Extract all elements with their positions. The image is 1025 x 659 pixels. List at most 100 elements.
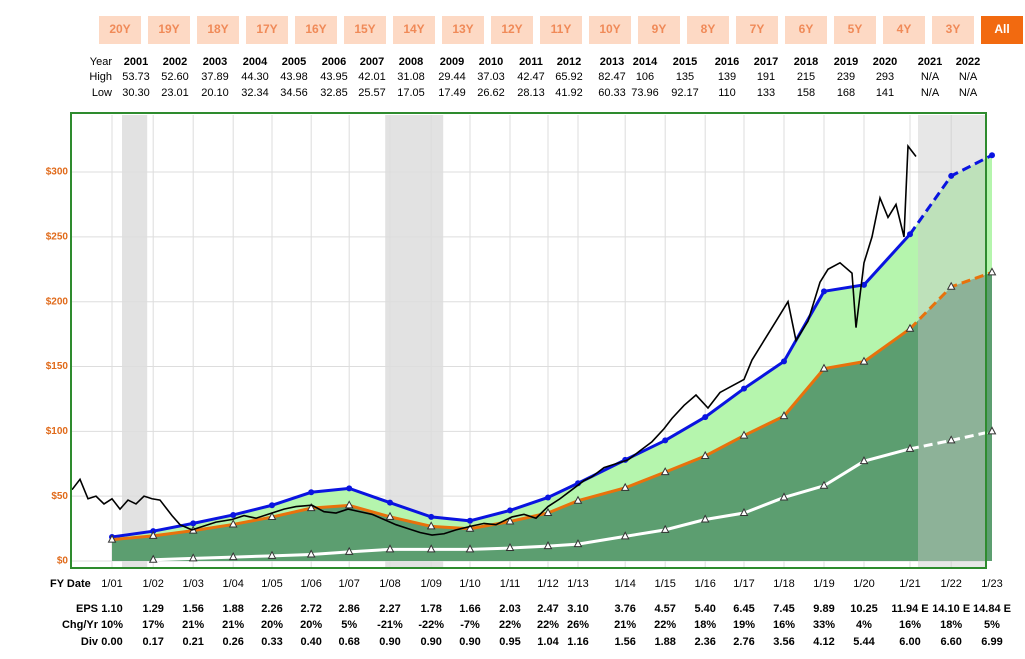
- table-cell: 3.56: [773, 636, 794, 648]
- table-cell: 1.78: [420, 603, 441, 615]
- point: [346, 485, 353, 492]
- point: [739, 430, 749, 439]
- table-cell: 133: [757, 87, 775, 99]
- point: [385, 544, 395, 553]
- table-cell: N/A: [921, 71, 940, 83]
- table-cell: 215: [797, 71, 815, 83]
- table-cell: N/A: [921, 87, 940, 99]
- y-tick-label: $0: [57, 556, 69, 567]
- range-button[interactable]: 9Y: [638, 16, 680, 44]
- table-cell: 0.90: [459, 636, 480, 648]
- x-tick-label: 1/05: [261, 578, 282, 590]
- table-cell: 26.62: [477, 87, 505, 99]
- point: [344, 546, 354, 555]
- table-cell: 2008: [399, 56, 423, 68]
- point: [859, 356, 869, 365]
- button-bg: [442, 16, 484, 44]
- x-tick-label: 1/02: [142, 578, 163, 590]
- table-cell: 17%: [142, 619, 164, 631]
- table-cell: 5.40: [694, 603, 715, 615]
- range-button[interactable]: 13Y: [442, 16, 484, 44]
- table-cell: 4.12: [813, 636, 834, 648]
- table-cell: 2.76: [733, 636, 754, 648]
- point: [702, 414, 709, 421]
- table-cell: 2.86: [338, 603, 359, 615]
- table-cell: 5%: [984, 619, 1000, 631]
- range-button[interactable]: 19Y: [148, 16, 190, 44]
- button-label: 5Y: [848, 22, 863, 36]
- table-cell: 2.47: [537, 603, 558, 615]
- table-cell: 19%: [733, 619, 755, 631]
- table-cell: 73.96: [631, 87, 659, 99]
- table-cell: 2013: [600, 56, 624, 68]
- table-cell: 60.33: [598, 87, 626, 99]
- y-tick-label: $50: [51, 491, 68, 502]
- button-bg: [99, 16, 141, 44]
- range-button[interactable]: 16Y: [295, 16, 337, 44]
- table-cell: 30.30: [122, 87, 150, 99]
- range-button[interactable]: 3Y: [932, 16, 974, 44]
- point: [267, 511, 277, 521]
- x-tick-label: 1/01: [101, 578, 122, 590]
- button-bg: [344, 16, 386, 44]
- table-cell: 82.47: [598, 71, 626, 83]
- x-tick-label: 1/12: [537, 578, 558, 590]
- table-cell: 22%: [537, 619, 559, 631]
- point: [781, 358, 787, 365]
- range-button[interactable]: 14Y: [393, 16, 435, 44]
- range-button[interactable]: 7Y: [736, 16, 778, 44]
- x-tick-label: 1/10: [459, 578, 480, 590]
- series-line: [153, 447, 911, 562]
- x-tick-label: 1/14: [614, 578, 635, 590]
- button-label: 4Y: [897, 22, 912, 36]
- table-cell: 18%: [940, 619, 962, 631]
- table-cell: -7%: [460, 619, 480, 631]
- table-cell: 2017: [754, 56, 778, 68]
- range-button[interactable]: 18Y: [197, 16, 239, 44]
- row-label: Div: [81, 636, 99, 648]
- range-button[interactable]: 4Y: [883, 16, 925, 44]
- table-cell: 2020: [873, 56, 897, 68]
- table-cell: 10.25: [850, 603, 878, 615]
- table-cell: 141: [876, 87, 894, 99]
- point: [308, 489, 315, 496]
- point: [660, 524, 670, 533]
- range-button[interactable]: All: [981, 16, 1023, 44]
- point: [543, 507, 553, 516]
- table-cell: 9.89: [813, 603, 834, 615]
- table-cell: 28.13: [517, 87, 545, 99]
- x-tick-label: 1/11: [500, 578, 521, 590]
- range-button[interactable]: 11Y: [540, 16, 582, 44]
- table-cell: 2002: [163, 56, 187, 68]
- range-button[interactable]: 20Y: [99, 16, 141, 44]
- table-cell: 29.44: [438, 71, 466, 83]
- range-button[interactable]: 8Y: [687, 16, 729, 44]
- range-button[interactable]: 12Y: [491, 16, 533, 44]
- range-button[interactable]: 15Y: [344, 16, 386, 44]
- table-cell: 2016: [715, 56, 739, 68]
- table-cell: 110: [718, 87, 736, 99]
- button-label: 13Y: [452, 22, 473, 36]
- button-bg: [736, 16, 778, 44]
- table-cell: 2006: [322, 56, 346, 68]
- table-cell: 7.45: [773, 603, 794, 615]
- button-bg: [883, 16, 925, 44]
- table-cell: 11.94 E: [891, 603, 928, 615]
- range-button[interactable]: 17Y: [246, 16, 288, 44]
- x-tick-label: 1/16: [694, 578, 715, 590]
- recession-band: [122, 115, 148, 567]
- table-cell: 16%: [899, 619, 921, 631]
- x-tick-label: 1/09: [420, 578, 441, 590]
- range-button[interactable]: 6Y: [785, 16, 827, 44]
- range-button[interactable]: 5Y: [834, 16, 876, 44]
- point: [387, 499, 393, 506]
- range-button[interactable]: 10Y: [589, 16, 631, 44]
- table-cell: 2001: [124, 56, 148, 68]
- point: [700, 514, 710, 523]
- table-cell: 21%: [182, 619, 204, 631]
- x-tick-label: 1/21: [899, 578, 920, 590]
- table-cell: 239: [837, 71, 855, 83]
- table-cell: 6.99: [981, 636, 1002, 648]
- button-bg: [197, 16, 239, 44]
- button-bg: [981, 16, 1023, 44]
